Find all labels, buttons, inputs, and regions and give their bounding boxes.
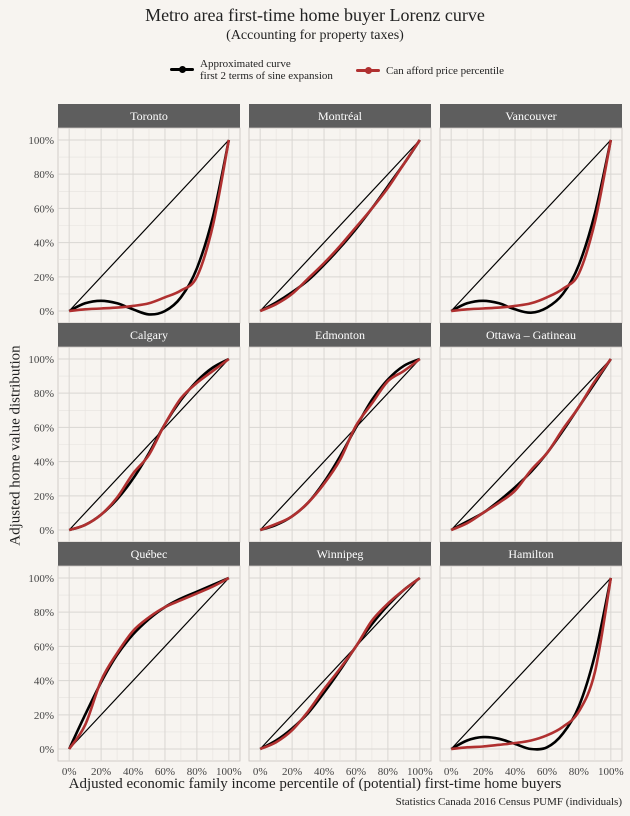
panel-strip [249,542,431,566]
y-tick-label: 60% [34,203,54,215]
chart-title: Metro area first-time home buyer Lorenz … [145,5,485,25]
panel-ottawa-gatineau: Ottawa – Gatineau [439,323,623,543]
y-axis-label: Adjusted home value distribution [7,345,24,546]
y-tick-label: 40% [34,457,54,469]
y-tick-label: 60% [34,422,54,434]
legend-key-afford [356,67,380,74]
panel-edmonton: Edmonton [248,323,432,543]
y-tick-label: 40% [34,676,54,688]
x-tick-label: 80% [378,766,398,778]
panel-montr-al: Montréal [248,104,432,324]
panel-strip [58,104,240,128]
panel-title: Vancouver [505,109,556,123]
series-approx-line [450,139,613,315]
series-afford-line [69,139,231,313]
legend-label-approx-line1: Approximated curve [200,58,291,70]
equality-line [450,139,612,312]
x-tick-label: 20% [282,766,302,778]
x-tick-label: 60% [537,766,557,778]
equality-line [68,139,230,312]
y-tick-label: 80% [34,607,54,619]
panel-title: Québec [131,547,168,561]
series-afford-line [259,357,421,532]
panel-strip [249,323,431,347]
y-tick-label: 0% [39,306,54,318]
chart-subtitle: (Accounting for property taxes) [226,28,404,43]
x-tick-label: 40% [314,766,334,778]
panel-strip [440,323,622,347]
panel-vancouver: Vancouver [439,104,623,324]
y-tick-label: 0% [39,525,54,537]
y-tick-label: 60% [34,641,54,653]
x-tick-label: 0% [444,766,459,778]
x-tick-label: 60% [155,766,175,778]
y-tick-label: 20% [34,710,54,722]
panel-winnipeg: Winnipeg 0% 20% 40% 60% 80% 100% [248,542,433,778]
x-tick-label: 80% [187,766,207,778]
x-tick-label: 20% [473,766,493,778]
y-tick-label: 0% [39,744,54,756]
x-tick-label: 80% [569,766,589,778]
panel-title: Edmonton [315,328,365,342]
legend-item-approx: Approximated curve first 2 terms of sine… [170,58,333,82]
series-afford-line [259,139,421,313]
y-tick-label: 80% [34,388,54,400]
y-tick-label: 80% [34,169,54,181]
series-afford-line [68,576,230,750]
panel-title: Toronto [130,109,168,123]
y-tick-label: 100% [28,573,54,585]
equality-line [259,358,421,531]
panel-title: Montréal [318,109,363,123]
series-afford-line [450,358,612,532]
panel-strip [440,104,622,128]
panel-hamilton: Hamilton 0% 20% 40% 60% 80% 100% [439,542,624,778]
panel-title: Calgary [130,328,168,342]
x-tick-label: 40% [123,766,143,778]
legend-item-afford: Can afford price percentile [356,65,504,77]
series-afford-line [68,357,230,532]
y-tick-label: 40% [34,238,54,250]
x-tick-label: 100% [407,766,433,778]
y-tick-label: 20% [34,491,54,503]
y-tick-label: 100% [28,135,54,147]
x-tick-label: 100% [216,766,242,778]
panel-strip [58,542,240,566]
equality-line [259,577,421,750]
series-approx-line [450,577,613,751]
panel-strip [249,104,431,128]
x-tick-label: 100% [598,766,624,778]
x-tick-label: 0% [253,766,268,778]
y-tick-label: 100% [28,354,54,366]
panel-title: Ottawa – Gatineau [486,328,576,342]
panel-strip [58,323,240,347]
x-tick-label: 60% [346,766,366,778]
panel-calgary: Calgary 0% 20% 40% 60% 80% 100% [28,323,241,543]
panel-title: Winnipeg [317,547,364,561]
x-axis-label: Adjusted economic family income percenti… [68,776,562,792]
panel-qu-bec: Québec 0% 20% 40% 60% 80% 100% 0% 20% 40% 60% 80% 10… [28,542,242,778]
series-afford-line [259,576,421,751]
x-tick-label: 40% [505,766,525,778]
x-tick-label: 20% [91,766,111,778]
legend: Approximated curve first 2 terms of sine… [170,58,590,88]
series-afford-line [451,139,613,313]
series-afford-line [451,577,613,751]
legend-label-approx-line2: first 2 terms of sine expansion [200,70,333,82]
legend-label-afford: Can afford price percentile [386,65,504,77]
equality-line [68,577,230,750]
y-tick-label: 20% [34,272,54,284]
series-approx-line [68,139,231,316]
equality-line [68,358,230,531]
equality-line [450,577,612,750]
panel-title: Hamilton [508,547,553,561]
caption: Statistics Canada 2016 Census PUMF (indi… [395,796,622,808]
panel-strip [440,542,622,566]
equality-line [450,358,612,531]
legend-label-approx: Approximated curve first 2 terms of sine… [200,58,333,82]
panel-toronto: Toronto 0% 20% 40% 60% 80% 100% [28,104,241,324]
x-tick-label: 0% [62,766,77,778]
legend-key-approx [170,66,194,73]
equality-line [259,139,421,312]
